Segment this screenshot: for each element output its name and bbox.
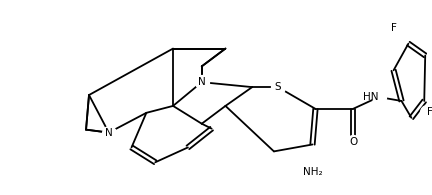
- Text: HN: HN: [363, 92, 379, 102]
- Text: O: O: [349, 137, 357, 147]
- Text: F: F: [427, 107, 432, 117]
- Text: N: N: [105, 128, 113, 138]
- Text: S: S: [275, 82, 281, 92]
- Text: N: N: [198, 77, 206, 87]
- Text: F: F: [391, 23, 397, 33]
- Text: NH₂: NH₂: [303, 167, 322, 177]
- Text: F: F: [427, 107, 432, 117]
